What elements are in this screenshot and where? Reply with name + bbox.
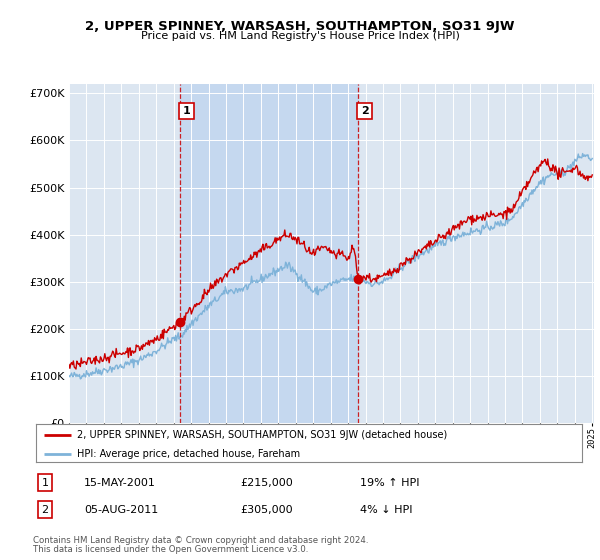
Bar — [180, 84, 358, 423]
Text: £305,000: £305,000 — [240, 505, 293, 515]
Text: Price paid vs. HM Land Registry's House Price Index (HPI): Price paid vs. HM Land Registry's House … — [140, 31, 460, 41]
Text: HPI: Average price, detached house, Fareham: HPI: Average price, detached house, Fare… — [77, 449, 300, 459]
Text: This data is licensed under the Open Government Licence v3.0.: This data is licensed under the Open Gov… — [33, 545, 308, 554]
Text: 2, UPPER SPINNEY, WARSASH, SOUTHAMPTON, SO31 9JW (detached house): 2, UPPER SPINNEY, WARSASH, SOUTHAMPTON, … — [77, 430, 447, 440]
Text: 2, UPPER SPINNEY, WARSASH, SOUTHAMPTON, SO31 9JW: 2, UPPER SPINNEY, WARSASH, SOUTHAMPTON, … — [85, 20, 515, 32]
Text: 15-MAY-2001: 15-MAY-2001 — [84, 478, 156, 488]
Text: £215,000: £215,000 — [240, 478, 293, 488]
Text: 1: 1 — [183, 106, 190, 116]
Text: 1: 1 — [41, 478, 49, 488]
Text: 19% ↑ HPI: 19% ↑ HPI — [360, 478, 419, 488]
Text: 4% ↓ HPI: 4% ↓ HPI — [360, 505, 413, 515]
Text: 2: 2 — [361, 106, 368, 116]
Text: 2: 2 — [41, 505, 49, 515]
Text: 05-AUG-2011: 05-AUG-2011 — [84, 505, 158, 515]
Text: Contains HM Land Registry data © Crown copyright and database right 2024.: Contains HM Land Registry data © Crown c… — [33, 536, 368, 545]
